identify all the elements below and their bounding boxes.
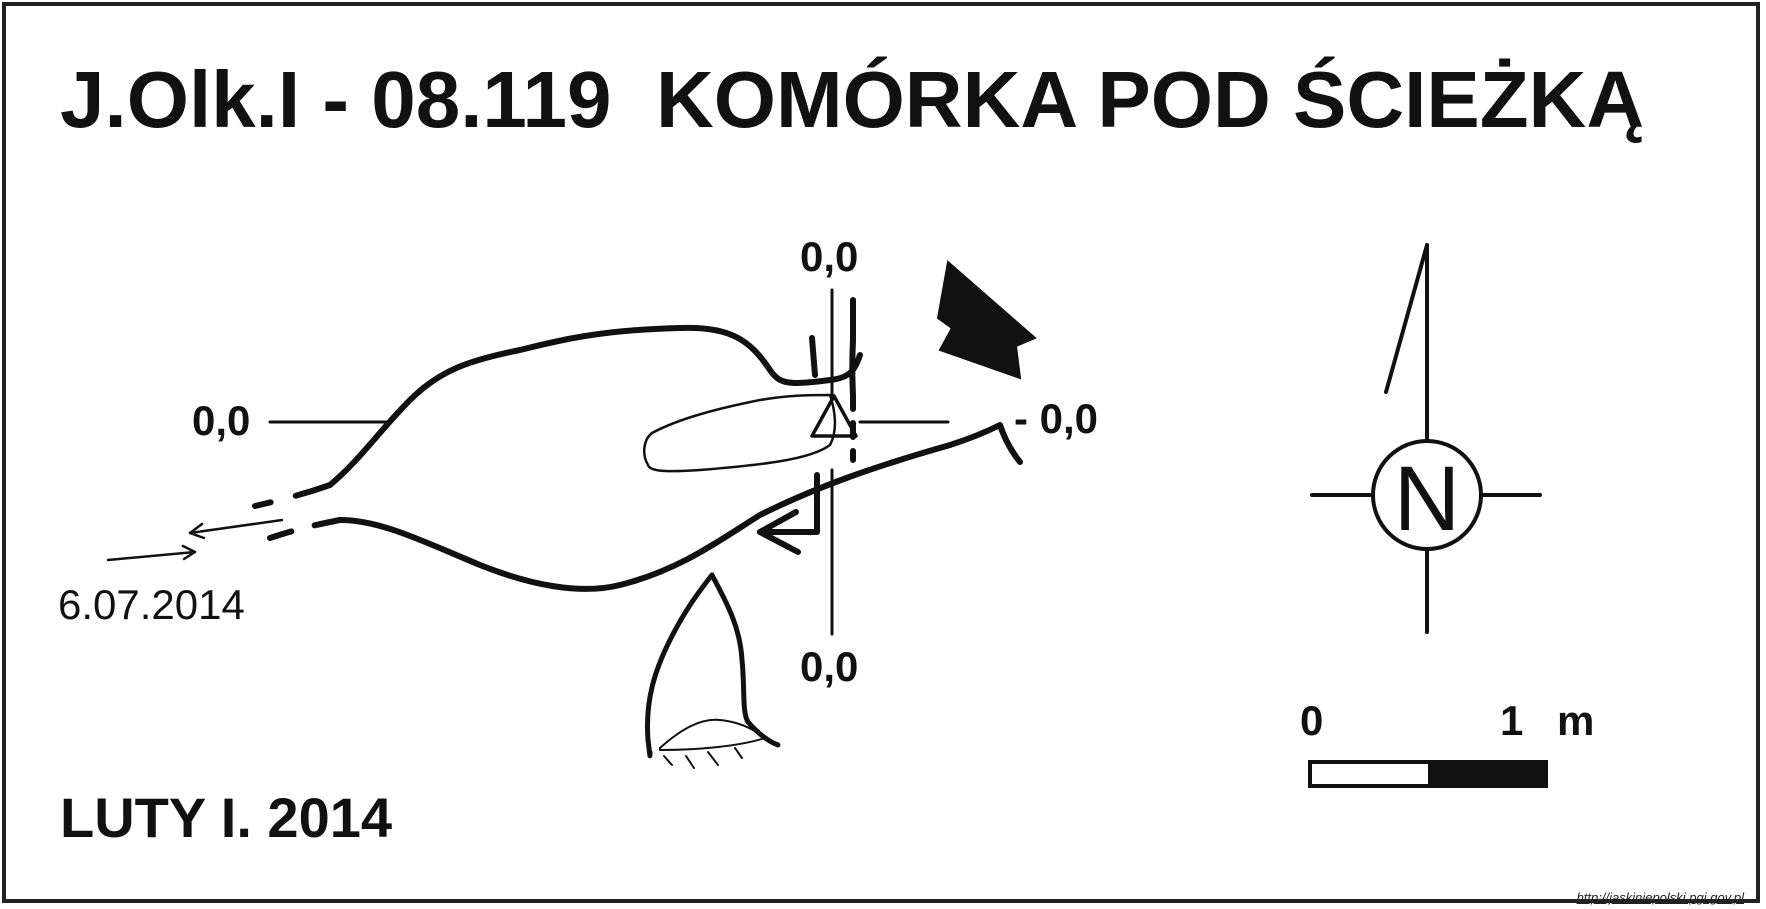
author-label: LUTY I. 2014 [60, 786, 393, 849]
elevation-top: 0,0 [800, 233, 859, 280]
cave-wall-lower [337, 422, 1023, 592]
scale-bar-icon [1308, 760, 1548, 788]
elevation-bottom: 0,0 [800, 643, 859, 690]
credit-link[interactable]: http://jaskiniepolski.pgi.gov.pl [1576, 890, 1744, 905]
elevation-right: - 0,0 [1014, 395, 1099, 442]
entrance-step [809, 335, 818, 378]
entrance-wall [849, 297, 856, 398]
survey-point-icon [810, 394, 858, 438]
elevation-left: 0,0 [192, 397, 251, 444]
inner-rock [643, 393, 837, 473]
date-arrow-upper [188, 518, 284, 535]
north-arrow-icon [1310, 243, 1542, 634]
map-title: J.Olk.I - 08.119 KOMÓRKA POD ŚCIEŻKĄ [60, 55, 1645, 144]
date-arrow-lower [106, 550, 197, 562]
entrance-arrow-outline [757, 472, 820, 535]
cave-wall-lower-dashed [267, 517, 343, 541]
scale-unit-label: m [1557, 697, 1595, 744]
survey-date: 6.07.2014 [58, 581, 245, 628]
cross-section [644, 572, 715, 759]
north-label: N [1394, 448, 1460, 550]
scale-start-label: 0 [1300, 697, 1324, 744]
compass-icon [1371, 439, 1483, 551]
scale-end-label: 1 [1500, 697, 1524, 744]
cave-wall-upper-dashed [252, 482, 333, 509]
entrance-arrow-icon [936, 260, 1037, 380]
cave-wall-upper [327, 324, 863, 488]
